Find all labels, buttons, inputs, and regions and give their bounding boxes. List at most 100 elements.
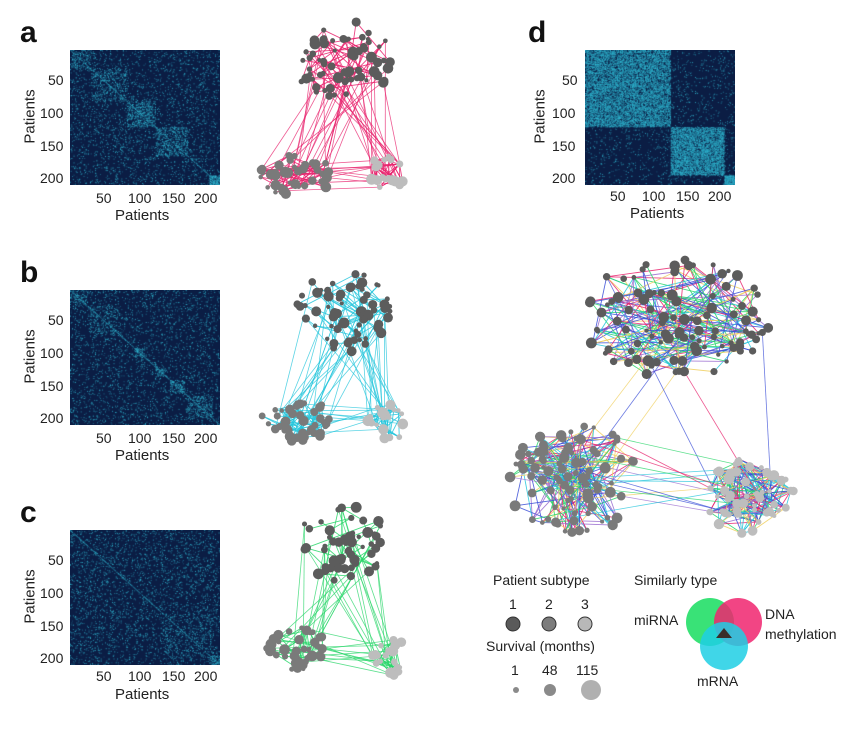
network-nodes: [504, 255, 798, 538]
network-node: [711, 327, 719, 335]
network-node: [608, 298, 616, 305]
network-node: [724, 359, 729, 364]
network-node: [751, 503, 757, 508]
network-node: [720, 509, 730, 518]
network-node: [632, 354, 642, 364]
panel-b-xlabel: Patients: [115, 447, 170, 464]
network-node: [552, 504, 558, 511]
network-node: [612, 316, 622, 326]
network-node: [359, 33, 366, 41]
network-node: [318, 519, 324, 525]
network-node: [354, 330, 362, 338]
network-node: [379, 173, 386, 181]
network-node: [350, 336, 359, 345]
network-edge: [710, 278, 760, 334]
network-node: [719, 343, 725, 349]
network-node: [350, 501, 362, 513]
network-node: [743, 493, 750, 500]
network-node: [585, 510, 591, 517]
network-edge: [329, 88, 400, 165]
venn-mrna: [700, 622, 748, 670]
network-node: [365, 29, 372, 37]
network-node: [527, 472, 536, 481]
network-node: [706, 508, 713, 515]
network-node: [312, 83, 321, 92]
network-node: [652, 358, 661, 367]
network-node: [399, 411, 405, 417]
network-node: [585, 470, 591, 476]
network-node: [287, 180, 293, 185]
network-node: [296, 435, 303, 441]
network-edge: [305, 547, 374, 656]
network-node: [321, 172, 332, 183]
network-node: [335, 506, 342, 513]
network-node: [585, 474, 591, 480]
network-node: [588, 339, 597, 348]
network-node: [306, 647, 311, 653]
venn-label-dna-methylation: DNA methylation: [765, 606, 837, 642]
network-node: [709, 292, 716, 300]
network-node: [616, 454, 626, 463]
network-edge: [314, 411, 403, 425]
network-node: [674, 332, 682, 339]
network-node: [378, 77, 389, 88]
network-node: [713, 467, 721, 476]
network-edge: [565, 452, 763, 493]
network-node: [374, 404, 381, 411]
network-node: [270, 179, 281, 191]
panel-b-xtick: 50: [96, 430, 112, 446]
network-node: [604, 302, 610, 308]
network-node: [703, 311, 711, 320]
network-node: [702, 344, 707, 350]
network-node: [312, 323, 318, 328]
network-node: [329, 537, 338, 546]
network-node: [291, 152, 298, 160]
network-node: [577, 433, 583, 440]
network-node: [604, 486, 616, 498]
network-node: [555, 477, 563, 485]
network-edge: [596, 329, 685, 372]
network-nodes: [256, 17, 408, 199]
network-node: [309, 629, 316, 636]
network-node: [339, 301, 344, 306]
network-edge: [606, 276, 718, 497]
panel-a-ytick: 50: [48, 72, 64, 88]
network-node: [611, 512, 623, 524]
network-node: [539, 520, 545, 525]
network-node: [534, 447, 544, 457]
network-node: [377, 658, 384, 665]
panel-d-ylabel: Patients: [531, 89, 549, 144]
network-node: [390, 658, 398, 666]
network-edge: [616, 437, 736, 465]
network-edge: [542, 480, 782, 523]
network-node: [322, 87, 328, 94]
network-node: [311, 421, 319, 429]
network-edge: [660, 292, 679, 336]
network-node: [329, 280, 336, 287]
network-node: [371, 562, 380, 571]
network-node: [379, 407, 386, 414]
network-node: [344, 547, 352, 555]
network-node: [315, 428, 325, 438]
network-edge: [309, 41, 369, 59]
network-edge: [326, 177, 400, 186]
network-node: [558, 434, 567, 443]
network-node: [275, 638, 282, 645]
network-node: [584, 297, 595, 308]
network-edge: [672, 294, 769, 329]
network-node: [638, 294, 650, 305]
network-node: [333, 324, 342, 334]
network-node: [309, 35, 320, 46]
network-node: [324, 525, 335, 536]
network-node: [754, 291, 761, 298]
panel-c-xtick: 150: [162, 668, 186, 684]
network-node: [301, 73, 312, 84]
network-node: [306, 66, 313, 72]
network-node: [321, 546, 328, 554]
network-node: [772, 513, 777, 519]
network-node: [384, 296, 390, 302]
network-node: [294, 167, 303, 176]
network-node: [345, 282, 355, 293]
network-node: [374, 422, 380, 428]
network-node: [265, 421, 272, 427]
